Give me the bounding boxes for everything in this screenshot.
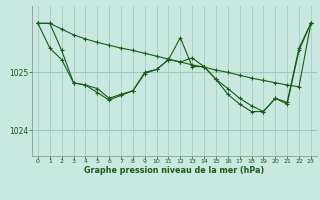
X-axis label: Graphe pression niveau de la mer (hPa): Graphe pression niveau de la mer (hPa) <box>84 166 265 175</box>
